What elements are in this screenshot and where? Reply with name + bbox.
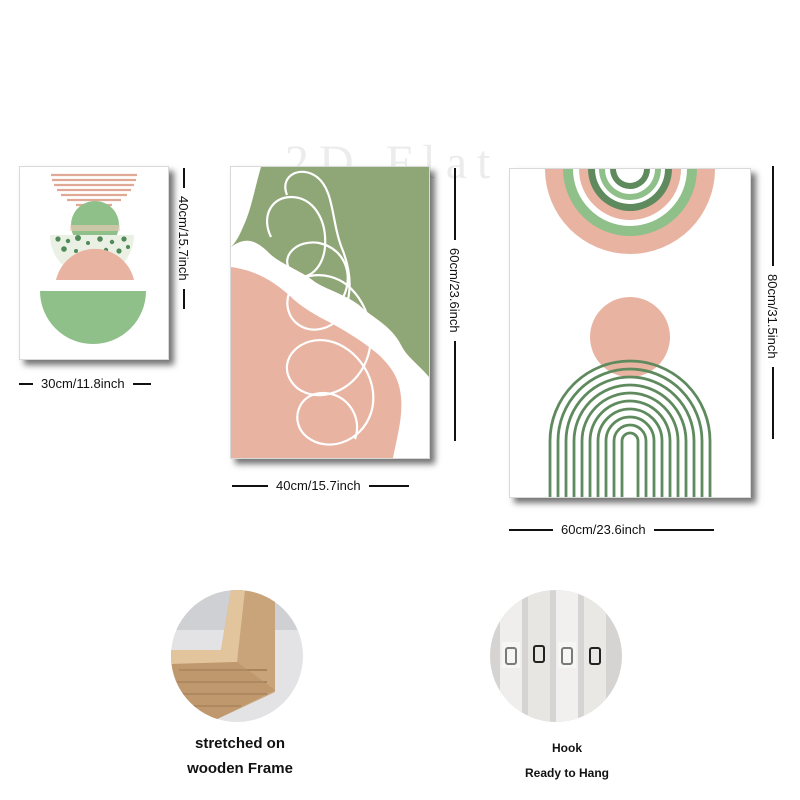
dimension-medium-height: 60cm/23.6inch [447,168,462,441]
canvas-panel-large [509,168,751,498]
small-height-label: 40cm/15.7inch [176,196,191,281]
frame-caption-line2: wooden Frame [187,760,293,777]
dimension-medium-width: 40cm/15.7inch [232,478,409,493]
dimension-large-height: 80cm/31.5inch [765,166,780,439]
hook-caption-line2: Ready to Hang [524,766,609,780]
medium-height-label: 60cm/23.6inch [447,248,462,333]
large-height-label: 80cm/31.5inch [765,274,780,359]
canvas-panel-small [19,166,169,360]
dimension-large-width: 60cm/23.6inch [509,522,714,537]
dimension-small-height: 40cm/15.7inch [176,168,191,309]
hook-caption: Hook Ready to Hang [500,736,634,786]
medium-width-label: 40cm/15.7inch [276,478,361,493]
small-width-label: 30cm/11.8inch [41,376,125,391]
hook-caption-line1: Hook [552,741,582,755]
hook-photo [490,590,622,722]
art-rainbow-arches [510,169,750,497]
canvas-panel-medium [230,166,430,459]
wooden-frame-corner-icon [171,590,303,722]
art-abstract-loops [231,167,429,458]
wooden-frame-photo [171,590,303,722]
hanging-hook-icon [490,590,622,722]
art-stacked-shapes [20,167,168,359]
frame-caption-line1: stretched on [194,735,285,752]
large-width-label: 60cm/23.6inch [561,522,646,537]
frame-caption: stretched on wooden Frame [160,731,320,781]
dimension-small-width: 30cm/11.8inch [19,376,151,391]
